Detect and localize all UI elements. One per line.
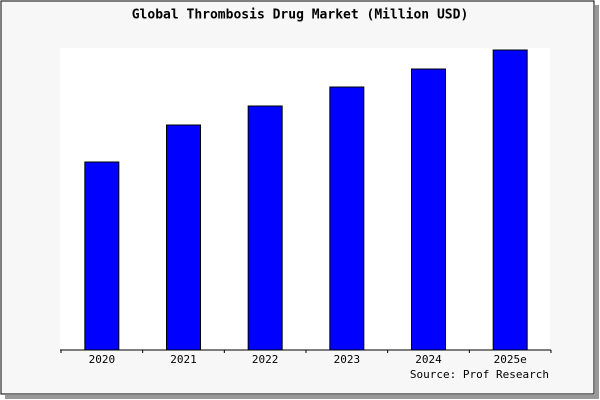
bar <box>492 49 528 351</box>
x-tick-label: 2024 <box>415 353 442 366</box>
x-tick-label: 2020 <box>89 353 116 366</box>
plot-area <box>60 48 550 350</box>
bar <box>166 124 201 351</box>
bar <box>247 105 283 351</box>
x-tick-label: 2025e <box>494 353 527 366</box>
frame-shadow <box>5 395 599 399</box>
chart-title: Global Thrombosis Drug Market (Million U… <box>132 8 469 23</box>
bar <box>329 86 365 351</box>
x-tick-label: 2022 <box>252 353 279 366</box>
source-note: Source: Prof Research <box>410 368 549 381</box>
frame-shadow <box>595 5 599 399</box>
bar <box>411 68 446 351</box>
x-tick-label: 2023 <box>334 353 361 366</box>
x-tick-label: 2021 <box>170 353 197 366</box>
bar <box>84 161 120 351</box>
